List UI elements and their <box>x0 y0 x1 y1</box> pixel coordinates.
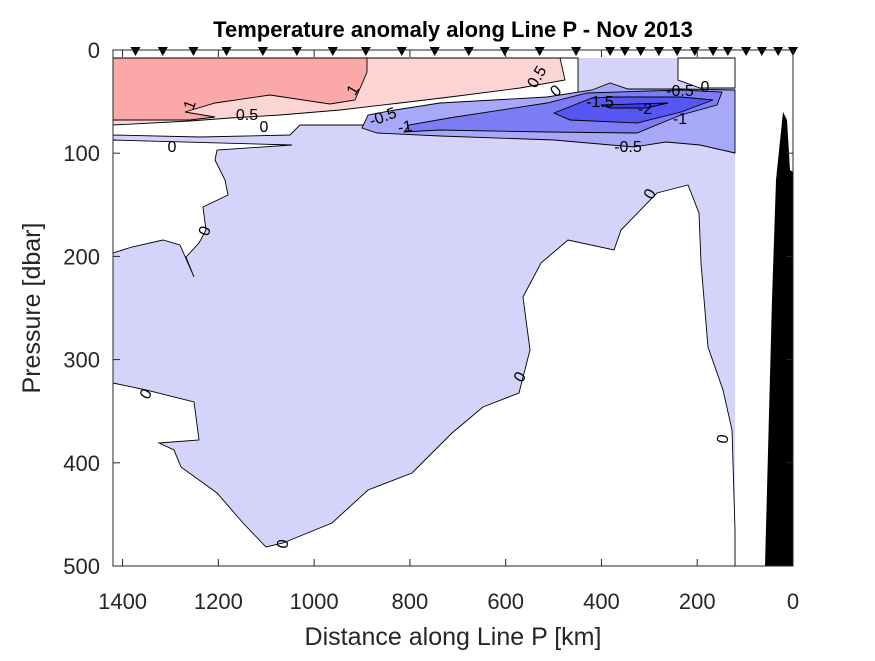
y-tick-label: 100 <box>63 141 100 166</box>
region-minus2-to-minus1.5 <box>552 96 714 124</box>
x-tick-label: 1000 <box>290 589 339 614</box>
station-marker-icon <box>188 47 199 56</box>
contour-label: -1 <box>673 111 687 128</box>
contour-label: 0 <box>701 79 710 96</box>
station-marker-icon <box>221 47 232 56</box>
y-axis: 0 100 200 300 400 500 <box>63 38 793 579</box>
contour-label: 0 <box>714 433 732 445</box>
bathymetry <box>765 112 793 566</box>
contour-label: -1 <box>397 118 414 137</box>
station-marker-icon <box>741 47 752 56</box>
contour-fills <box>112 51 793 567</box>
station-marker-icon <box>653 47 664 56</box>
region-lt-minus2 <box>600 102 669 109</box>
x-tick-label: 0 <box>787 589 799 614</box>
station-marker-icon <box>773 47 784 56</box>
x-tick-label: 200 <box>679 589 716 614</box>
contour-label: 0 <box>260 119 269 136</box>
y-axis-label: Pressure [dbar] <box>18 223 46 394</box>
station-marker-icon <box>605 47 616 56</box>
station-marker-icon <box>635 47 646 56</box>
station-marker-icon <box>291 47 302 56</box>
station-markers <box>130 47 798 56</box>
station-marker-icon <box>257 47 268 56</box>
station-marker-icon <box>499 47 510 56</box>
y-tick-label: 500 <box>63 554 100 579</box>
contour-label: -0.5 <box>614 139 642 156</box>
station-marker-icon <box>689 47 700 56</box>
x-tick-label: 600 <box>487 589 524 614</box>
region-0-to-0.5-topright <box>677 57 736 89</box>
station-marker-icon <box>360 47 371 56</box>
station-marker-icon <box>571 47 582 56</box>
region-gt-1 <box>112 57 368 121</box>
contour-label: 0 <box>274 538 292 550</box>
chart-title: Temperature anomaly along Line P - Nov 2… <box>213 17 693 42</box>
x-axis: 1400 1200 1000 800 600 400 200 0 <box>98 50 799 614</box>
contour-label: -2 <box>638 101 652 118</box>
station-marker-icon <box>672 47 683 56</box>
station-marker-icon <box>463 47 474 56</box>
plot-frame <box>112 49 794 567</box>
y-tick-label: 0 <box>88 38 100 63</box>
x-tick-label: 1200 <box>194 589 243 614</box>
x-axis-label: Distance along Line P [km] <box>305 623 602 651</box>
station-marker-icon <box>157 47 168 56</box>
station-marker-icon <box>756 47 767 56</box>
region-0-to-0.5-deep <box>112 184 736 567</box>
x-tick-label: 800 <box>392 589 429 614</box>
x-tick-label: 400 <box>583 589 620 614</box>
region-0-to-0.5-left <box>112 139 293 278</box>
contour-label: 0.5 <box>236 107 258 124</box>
station-marker-icon <box>396 47 407 56</box>
contour-label: -1.5 <box>586 94 614 111</box>
station-marker-icon <box>534 47 545 56</box>
station-marker-icon <box>722 47 733 56</box>
contour-label: -0.5 <box>666 83 694 100</box>
station-marker-icon <box>130 47 141 56</box>
y-tick-label: 400 <box>63 451 100 476</box>
station-marker-icon <box>327 47 338 56</box>
station-marker-icon <box>708 47 719 56</box>
y-tick-label: 300 <box>63 348 100 373</box>
y-tick-label: 200 <box>63 244 100 269</box>
x-tick-label: 1400 <box>98 589 147 614</box>
station-marker-icon <box>429 47 440 56</box>
contour-label: 0 <box>168 139 177 156</box>
station-marker-icon <box>619 47 630 56</box>
